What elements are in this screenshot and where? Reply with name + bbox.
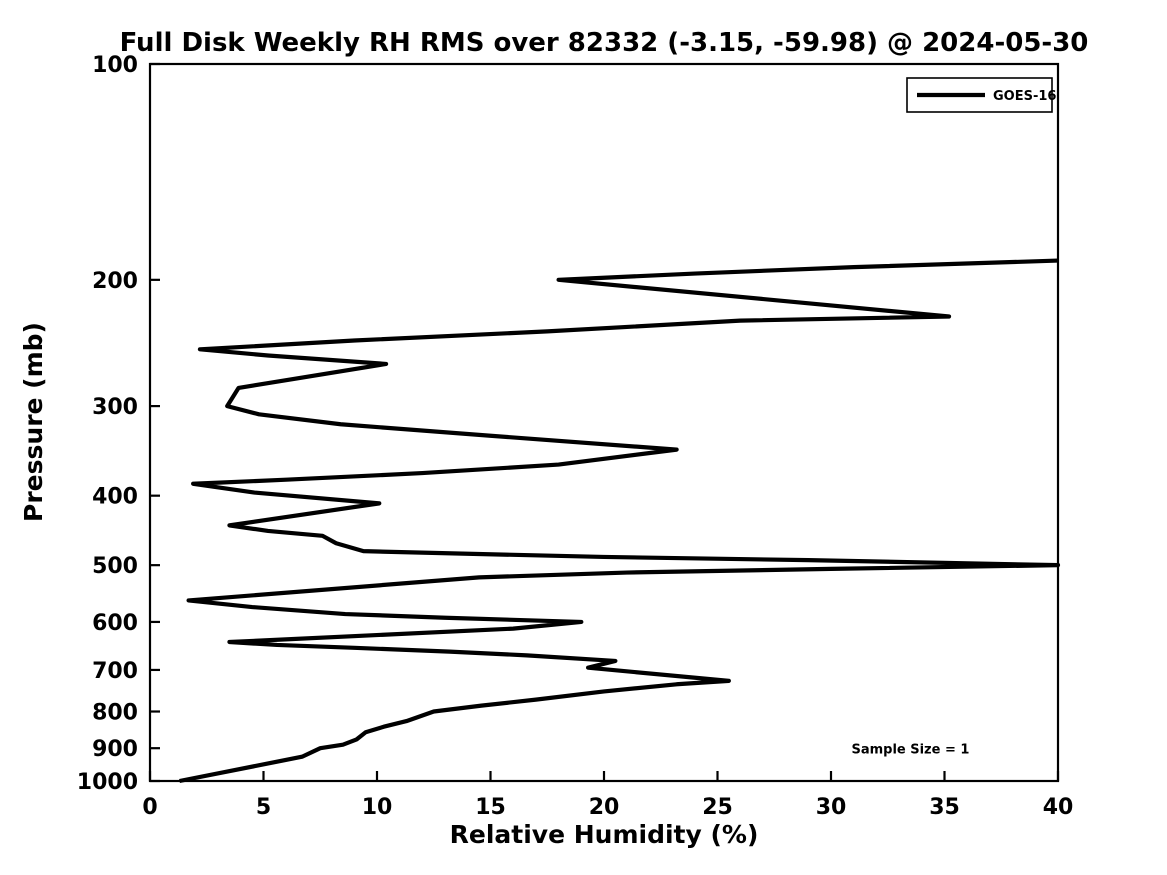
- x-tick-label: 20: [589, 795, 620, 820]
- data-line-goes-16: [179, 258, 1061, 784]
- y-tick-label: 900: [92, 737, 138, 762]
- data-series-group: [179, 258, 1061, 784]
- x-tick-label: 25: [702, 795, 733, 820]
- y-axis-ticks: 100 200 300 400 500 600 700 800 900 1000: [77, 53, 160, 795]
- x-tick-label: 15: [475, 795, 506, 820]
- x-tick-label: 35: [929, 795, 960, 820]
- x-tick-label: 0: [142, 795, 157, 820]
- y-axis-title: Pressure (mb): [19, 322, 48, 522]
- y-tick-label: 200: [92, 269, 138, 294]
- sample-size-annotation: Sample Size = 1: [851, 742, 969, 757]
- x-tick-label: 10: [362, 795, 393, 820]
- y-tick-label: 100: [92, 53, 138, 78]
- y-tick-label: 300: [92, 395, 138, 420]
- x-axis-ticks: 0 5 10 15 20 25 30 35 40: [142, 771, 1073, 820]
- x-tick-label: 30: [816, 795, 847, 820]
- legend-label: GOES-16: [993, 89, 1056, 104]
- plot-frame: [148, 62, 1060, 783]
- x-tick-label: 40: [1043, 795, 1074, 820]
- x-tick-label: 5: [256, 795, 271, 820]
- y-tick-label: 800: [92, 701, 138, 726]
- y-tick-label: 700: [92, 659, 138, 684]
- chart-title: Full Disk Weekly RH RMS over 82332 (-3.1…: [120, 28, 1089, 58]
- y-tick-label: 400: [92, 485, 138, 510]
- chart-legend[interactable]: GOES-16: [906, 77, 1056, 113]
- annotations-group: Sample Size = 1: [851, 742, 969, 757]
- y-tick-label: 500: [92, 554, 138, 579]
- x-axis-title: Relative Humidity (%): [450, 820, 759, 849]
- y-tick-label: 1000: [77, 770, 138, 795]
- y-tick-label: 600: [92, 611, 138, 636]
